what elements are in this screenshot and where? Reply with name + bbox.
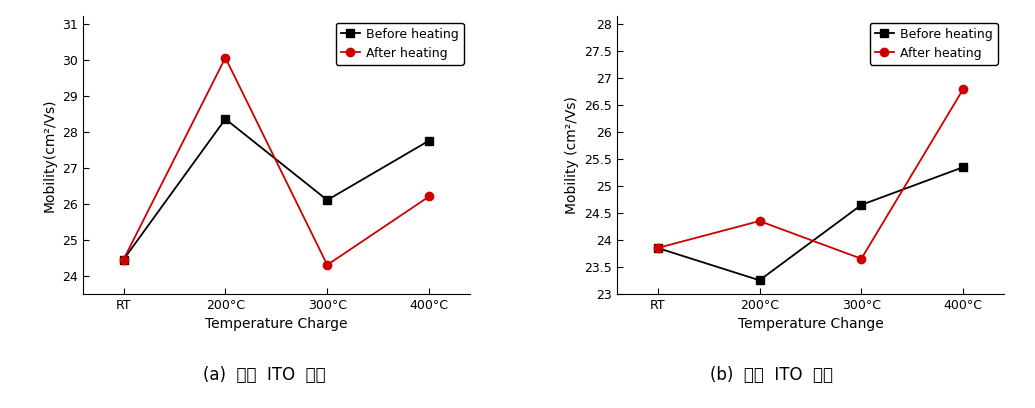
X-axis label: Temperature Charge: Temperature Charge <box>205 317 348 331</box>
Text: (a)  상용  ITO  타켓: (a) 상용 ITO 타켓 <box>203 366 325 384</box>
After heating <box>423 194 436 199</box>
Legend: Before heating, After heating: Before heating, After heating <box>335 22 464 65</box>
Before heating <box>219 117 232 122</box>
Y-axis label: Mobility (cm²/Vs): Mobility (cm²/Vs) <box>565 96 579 214</box>
Before heating <box>855 202 867 207</box>
After heating <box>117 257 129 262</box>
X-axis label: Temperature Change: Temperature Change <box>738 317 883 331</box>
Before heating <box>423 138 436 143</box>
Line: After heating: After heating <box>653 85 968 263</box>
Before heating <box>117 257 129 262</box>
After heating <box>219 55 232 60</box>
Before heating <box>957 165 970 170</box>
Before heating <box>651 246 663 251</box>
After heating <box>321 262 333 267</box>
After heating <box>957 86 970 91</box>
Line: After heating: After heating <box>119 53 434 269</box>
Before heating <box>753 278 766 283</box>
Before heating <box>321 197 333 202</box>
Y-axis label: Mobility(cm²/Vs): Mobility(cm²/Vs) <box>42 98 57 212</box>
Text: (b)  재생  ITO  타켓: (b) 재생 ITO 타켓 <box>710 366 832 384</box>
Line: Before heating: Before heating <box>653 163 968 284</box>
After heating <box>651 246 663 251</box>
Line: Before heating: Before heating <box>119 115 434 264</box>
Legend: Before heating, After heating: Before heating, After heating <box>870 22 998 65</box>
After heating <box>753 219 766 224</box>
After heating <box>855 256 867 261</box>
